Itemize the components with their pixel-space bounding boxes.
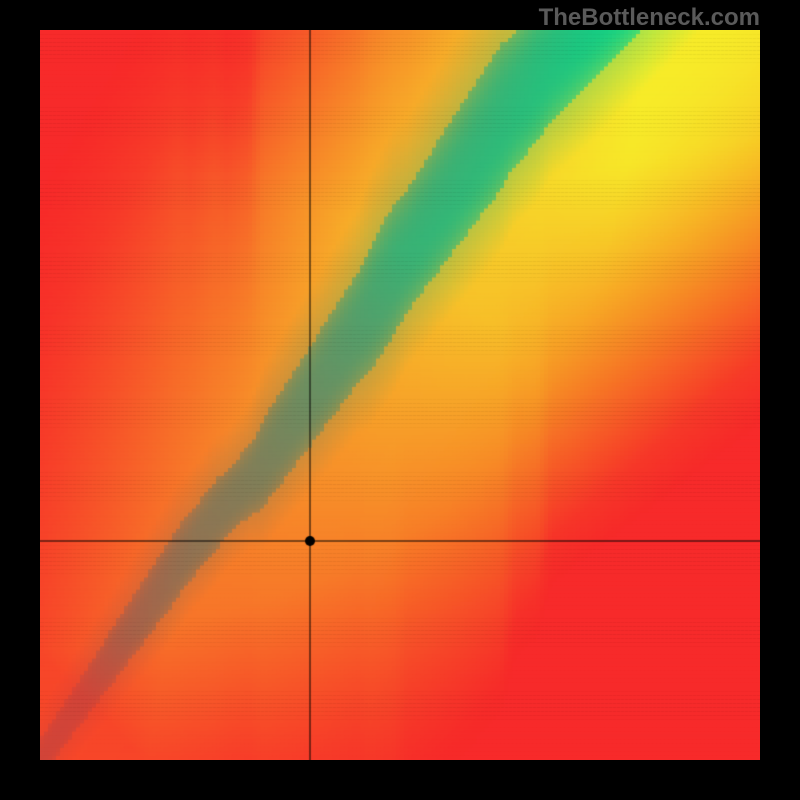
plot-area [40,30,760,760]
heatmap-canvas [40,30,760,760]
watermark: TheBottleneck.com [539,4,760,32]
